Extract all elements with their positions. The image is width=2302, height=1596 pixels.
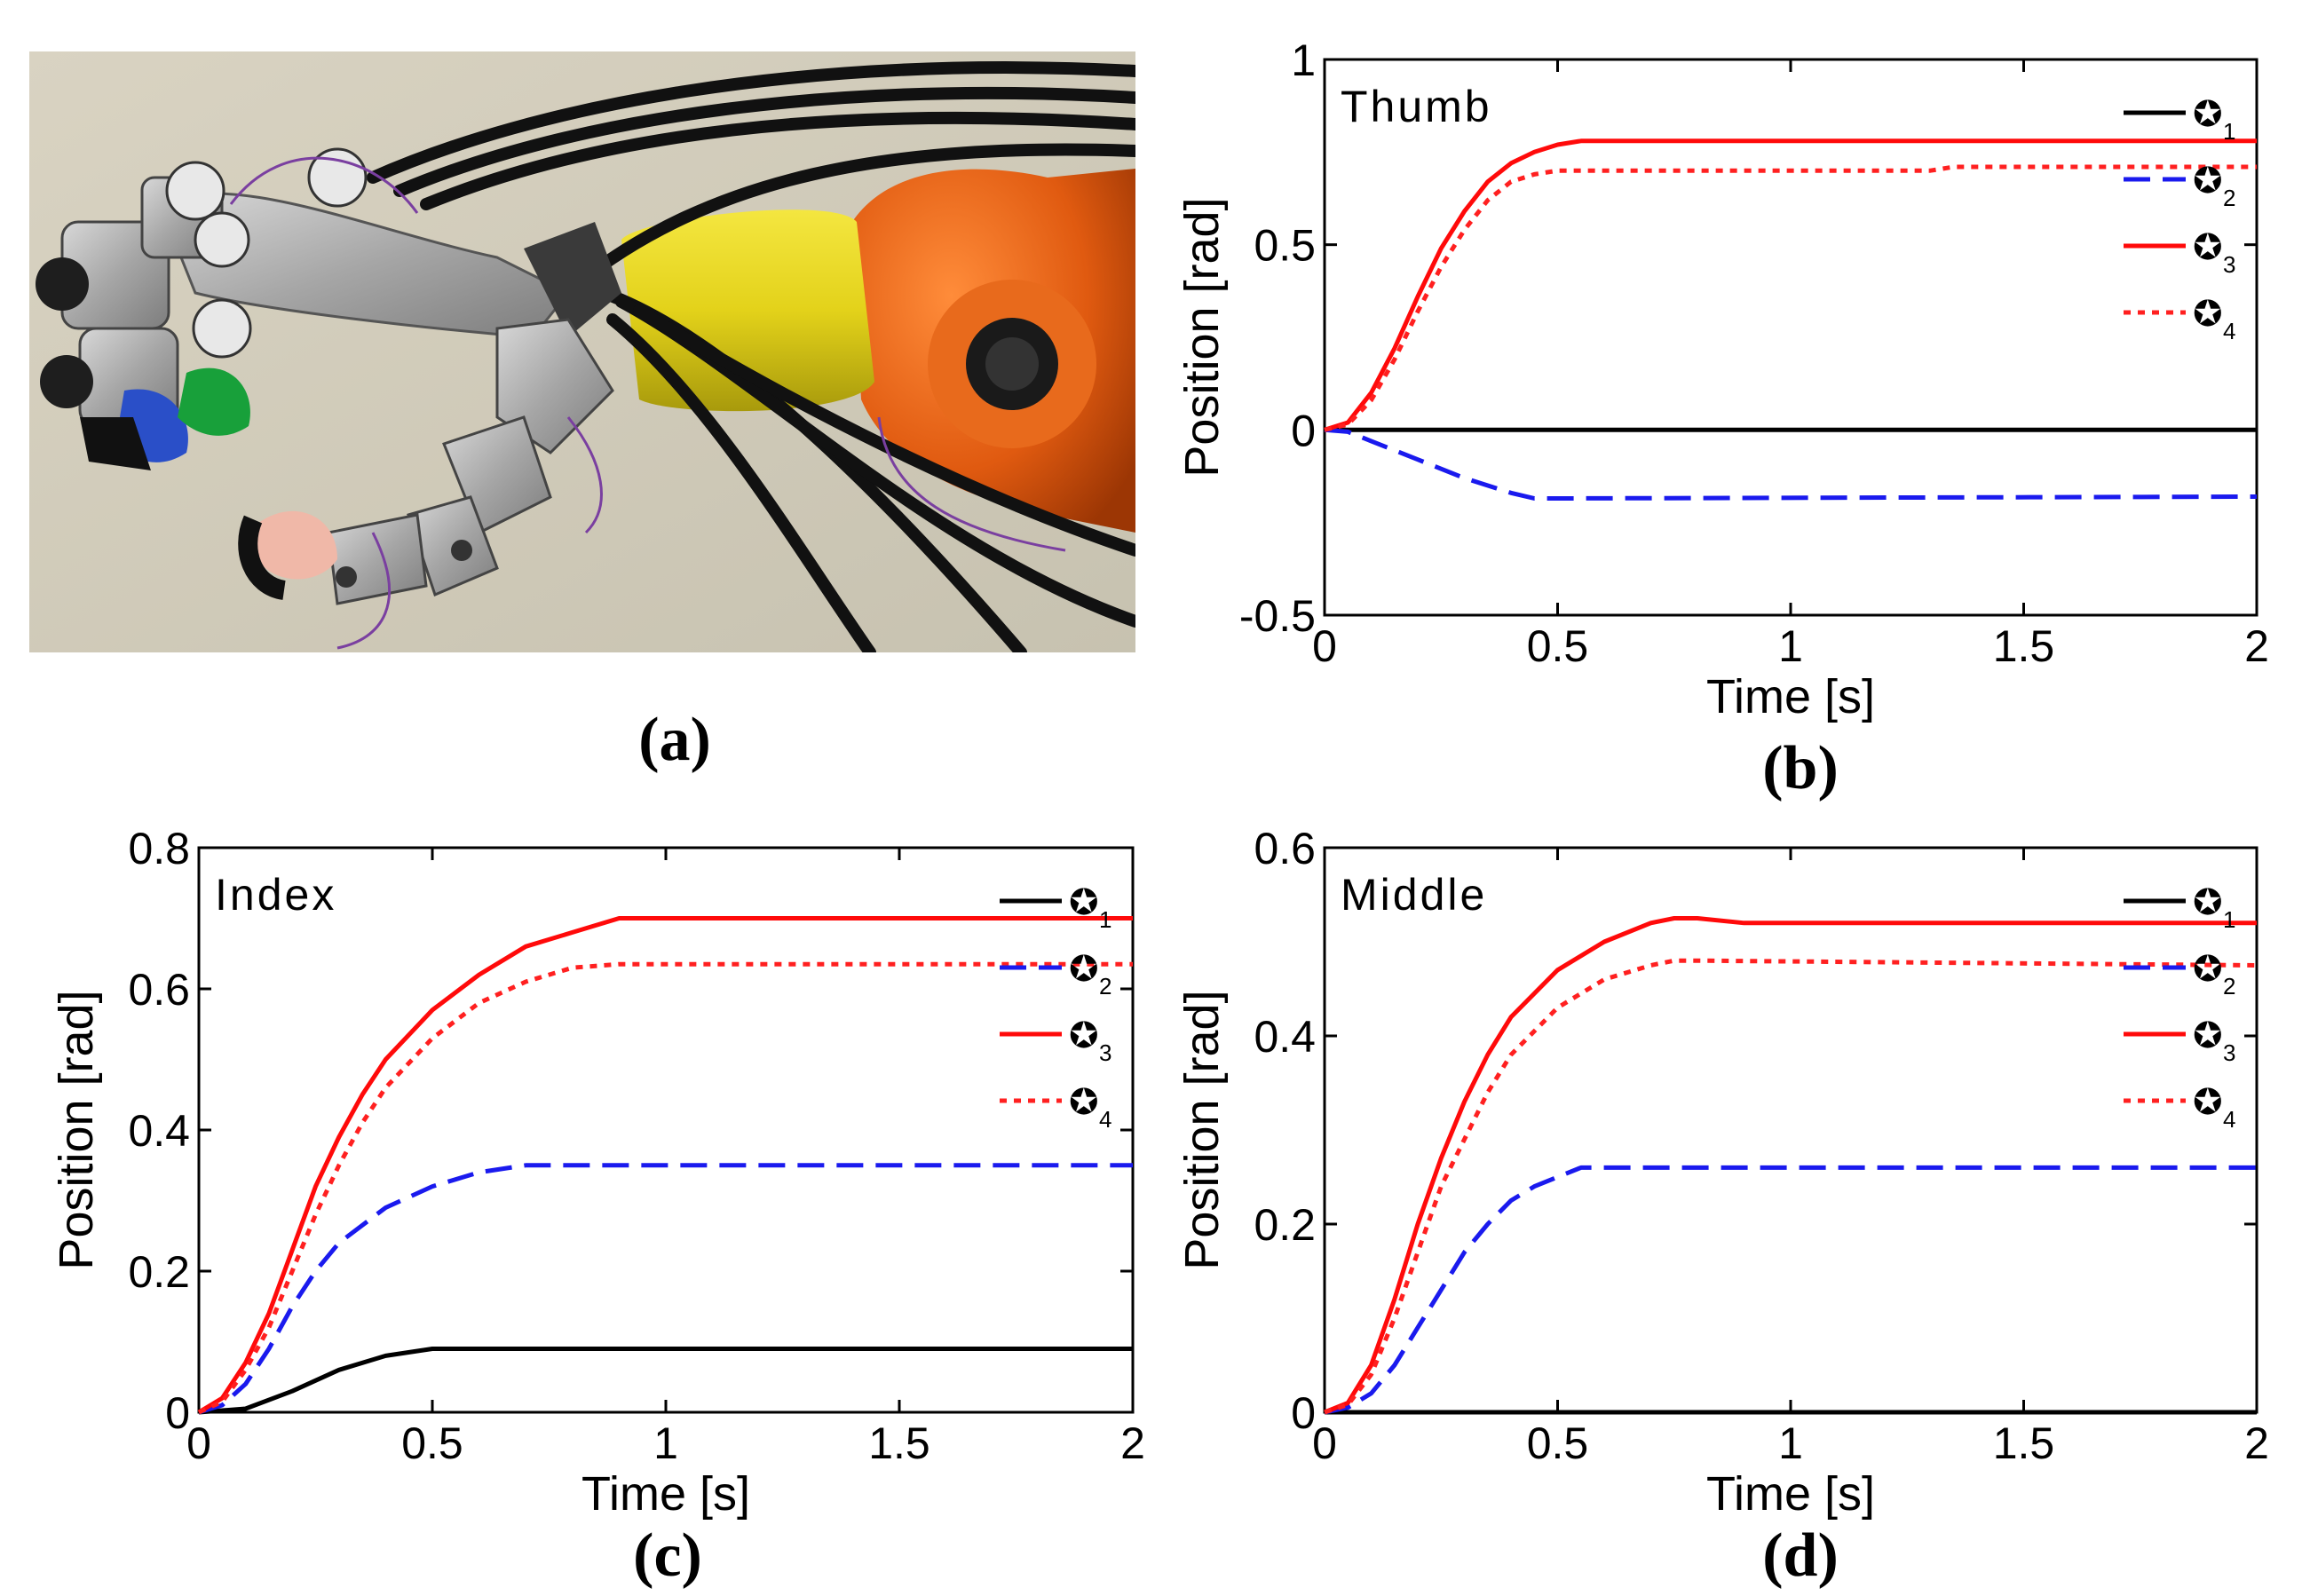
legend-subscript-3: 3 <box>2223 251 2235 278</box>
finger-annotation: Index <box>215 870 336 920</box>
legend-symbol-4: ✪ <box>2193 294 2223 335</box>
y-tick-label: 0 <box>1291 406 1316 455</box>
legend-symbol-2: ✪ <box>2193 161 2223 201</box>
x-tick-label: 1 <box>653 1418 678 1468</box>
y-axis-label: Position [rad] <box>1175 197 1229 477</box>
panel-label-b: (b) <box>1762 734 1839 802</box>
legend-symbol-4: ✪ <box>2193 1082 2223 1123</box>
robotic-hand-photo <box>29 51 1135 652</box>
series-line-3 <box>197 916 1133 1415</box>
x-tick-label: 0 <box>186 1418 211 1468</box>
legend-subscript-4: 4 <box>2223 318 2235 344</box>
series-line-2 <box>1324 427 2258 501</box>
y-tick-label: 0.6 <box>1254 824 1316 873</box>
y-tick-label: 0.2 <box>1254 1200 1316 1250</box>
y-tick-label: 0.4 <box>128 1106 190 1156</box>
series-line-4 <box>1324 164 2257 432</box>
x-tick-label: 0 <box>1312 1418 1337 1468</box>
x-tick-label: 1.5 <box>868 1418 930 1468</box>
y-tick-label: 0 <box>165 1388 190 1438</box>
y-tick-label: -0.5 <box>1239 591 1316 641</box>
chart-middle: 0 0.5 1 1.5 2 0 0.2 0.4 0.6 Time [s] Position [rad… <box>1175 824 2269 1521</box>
legend-symbol-2: ✪ <box>2193 949 2223 990</box>
x-tick-label: 1.5 <box>1993 1418 2055 1468</box>
x-axis-label: Time [s] <box>1706 670 1875 723</box>
chart-index: 0 0.5 1 1.5 2 0 0.2 0.4 0.6 0.8 Time [s] Position [… <box>50 824 1145 1521</box>
series-line-2 <box>198 1163 1133 1415</box>
legend-symbol-4: ✪ <box>1069 1082 1099 1123</box>
legend-subscript-1: 1 <box>1099 906 1111 933</box>
legend-symbol-3: ✪ <box>2193 1015 2223 1056</box>
finger-annotation: Middle <box>1341 870 1487 920</box>
plot-frame <box>1323 846 2258 1414</box>
series-line-3 <box>1324 916 2257 1415</box>
y-tick-label: 0 <box>1291 1388 1316 1438</box>
series-line-4 <box>1324 958 2258 1415</box>
legend-subscript-1: 1 <box>2223 906 2235 933</box>
y-tick-label: 1 <box>1291 36 1316 85</box>
x-tick-label: 1 <box>1778 1418 1803 1468</box>
legend-symbol-1: ✪ <box>2193 94 2223 135</box>
legend-symbol-1: ✪ <box>1069 882 1099 923</box>
y-axis-label: Position [rad] <box>50 990 103 1269</box>
x-tick-label: 0.5 <box>401 1418 463 1468</box>
y-tick-label: 0.2 <box>128 1247 190 1297</box>
panel-label-a: (a) <box>638 706 711 774</box>
legend-symbol-3: ✪ <box>1069 1015 1099 1056</box>
legend-subscript-3: 3 <box>1099 1039 1111 1066</box>
legend-symbol-1: ✪ <box>2193 882 2223 923</box>
series-line-1 <box>198 1347 1133 1415</box>
panel-label-d: (d) <box>1762 1521 1839 1590</box>
panel-label-c: (c) <box>633 1521 702 1590</box>
x-tick-label: 1.5 <box>1993 621 2055 671</box>
legend-subscript-4: 4 <box>2223 1106 2235 1133</box>
y-tick-label: 0.8 <box>128 824 190 873</box>
y-tick-label: 0.6 <box>128 965 190 1015</box>
x-tick-label: 0 <box>1312 621 1337 671</box>
legend-subscript-2: 2 <box>2223 973 2235 999</box>
x-tick-label: 0.5 <box>1527 1418 1589 1468</box>
x-tick-label: 0.5 <box>1527 621 1589 671</box>
series-line-2 <box>1324 1165 2257 1415</box>
finger-annotation: Thumb <box>1341 82 1492 131</box>
legend-subscript-4: 4 <box>1099 1106 1111 1133</box>
y-axis-label: Position [rad] <box>1175 990 1229 1269</box>
x-tick-label: 2 <box>1120 1418 1145 1468</box>
x-axis-label: Time [s] <box>581 1467 750 1521</box>
legend-subscript-2: 2 <box>1099 973 1111 999</box>
legend-symbol-3: ✪ <box>2193 227 2223 268</box>
series-line-3 <box>1324 138 2257 432</box>
plot-frame <box>197 846 1135 1414</box>
legend-symbol-2: ✪ <box>1069 949 1099 990</box>
x-tick-label: 1 <box>1778 621 1803 671</box>
legend-subscript-3: 3 <box>2223 1039 2235 1066</box>
legend-subscript-2: 2 <box>2223 185 2235 211</box>
x-axis-label: Time [s] <box>1706 1467 1875 1521</box>
x-tick-label: 2 <box>2244 1418 2269 1468</box>
x-tick-label: 2 <box>2244 621 2269 671</box>
series-line-4 <box>197 961 1133 1415</box>
y-tick-label: 0.4 <box>1254 1012 1316 1062</box>
legend-subscript-1: 1 <box>2223 118 2235 145</box>
y-tick-label: 0.5 <box>1254 221 1316 271</box>
